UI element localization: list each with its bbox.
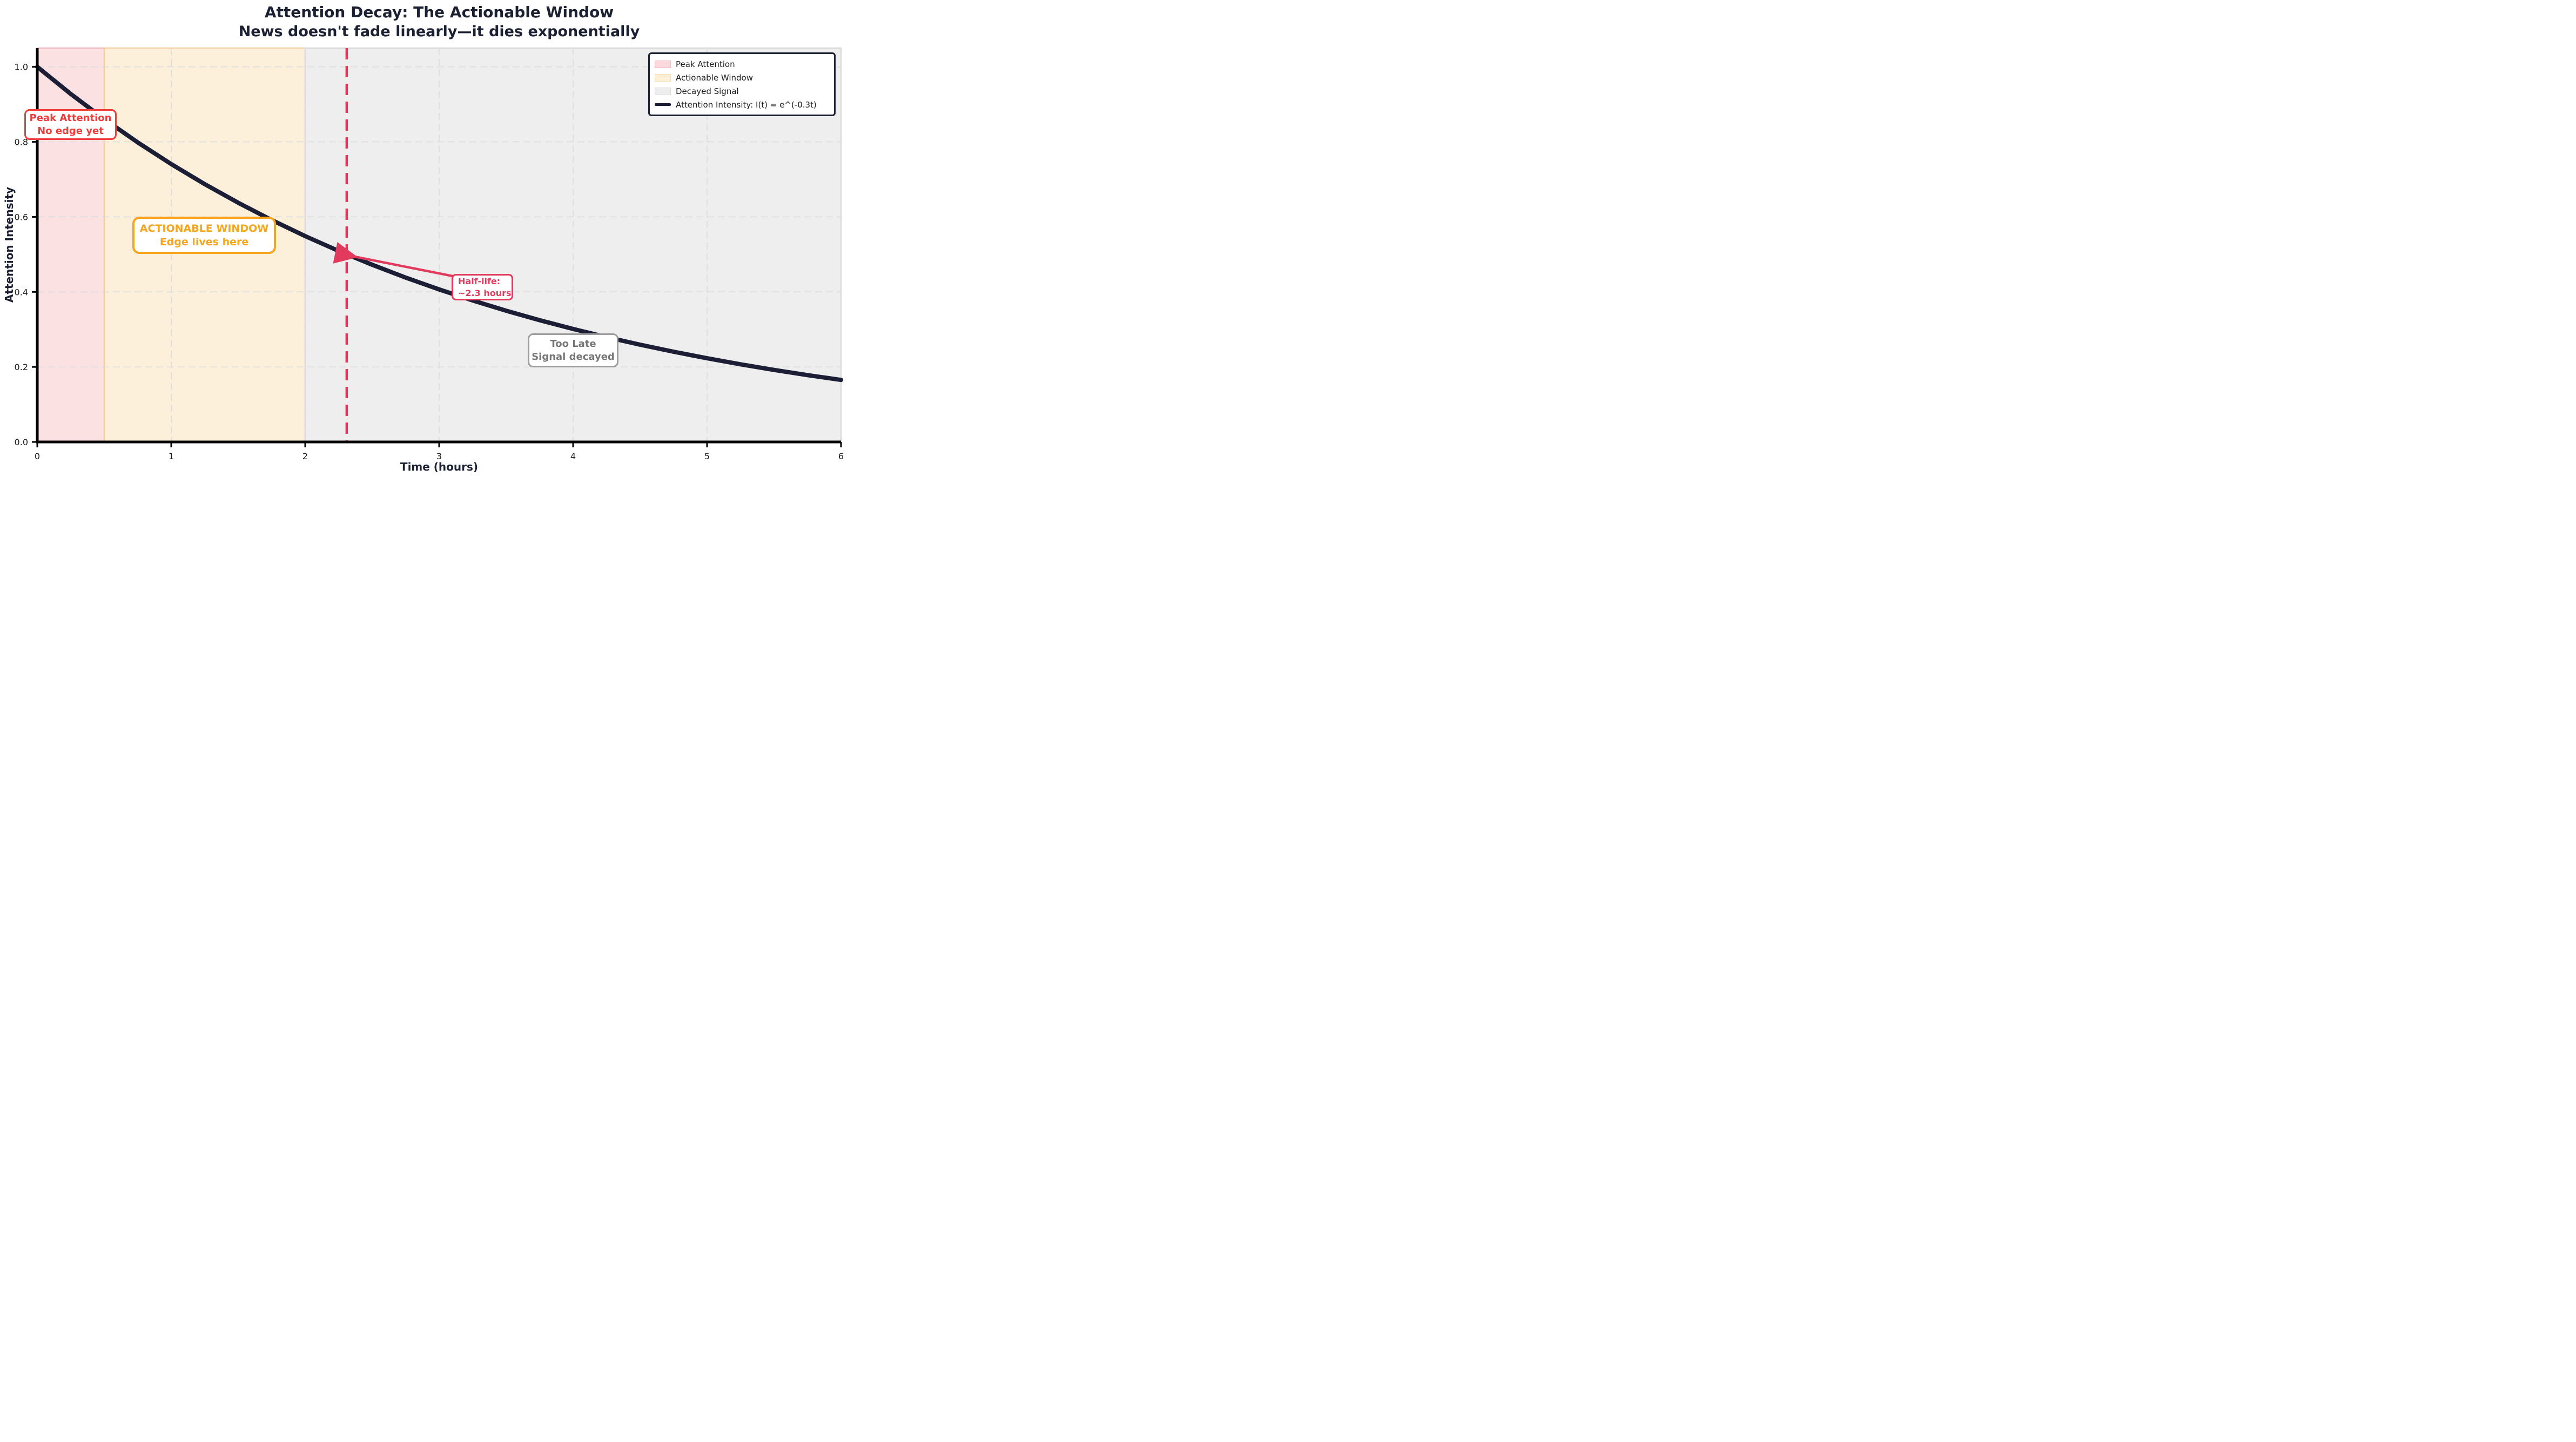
plot-area: 0 1 2 3 4 5 6 0.0 0.2 0.4 0.6 0.8 1.0 [15, 47, 844, 461]
y-tick-label: 0.0 [15, 437, 28, 447]
legend-item-actionable-window: Actionable Window [655, 71, 829, 84]
annotation-text: No edge yet [37, 125, 104, 137]
legend-label: Actionable Window [676, 72, 753, 83]
peak-attention-swatch [655, 60, 671, 68]
attention-intensity-curve [35, 64, 843, 383]
annotation-text: ~2.3 hours [458, 287, 512, 298]
annotation-text: Half-life: [458, 276, 501, 286]
annotation-text: Edge lives here [159, 236, 249, 248]
decayed-signal-swatch [655, 87, 671, 95]
y-tick-label: 0.6 [15, 212, 28, 222]
y-axis-label: Attention Intensity [3, 186, 16, 303]
x-tick-label: 1 [169, 451, 174, 461]
legend-label: Decayed Signal [676, 86, 739, 96]
legend-item-decayed-signal: Decayed Signal [655, 85, 829, 97]
annotation-text: ACTIONABLE WINDOW [139, 222, 269, 234]
legend-item-peak-attention: Peak Attention [655, 58, 829, 70]
annotation-half-life: Half-life: ~2.3 hours [452, 274, 513, 300]
x-tick-label: 5 [704, 451, 710, 461]
x-tick-label: 3 [436, 451, 442, 461]
actionable-window-swatch [655, 73, 671, 82]
region-peak-attention [36, 47, 105, 443]
annotation-too-late: Too Late Signal decayed [528, 333, 618, 367]
attention-intensity-line-swatch [655, 103, 671, 106]
annotation-text: Peak Attention [29, 112, 112, 124]
x-axis-label: Time (hours) [400, 460, 479, 473]
legend-label: Peak Attention [676, 59, 735, 69]
x-tick-label: 4 [570, 451, 576, 461]
annotation-text: Too Late [550, 338, 596, 350]
legend-label: Attention Intensity: I(t) = e^(-0.3t) [676, 99, 817, 110]
legend: Peak Attention Actionable Window Decayed… [648, 52, 836, 116]
x-tick-label: 2 [302, 451, 308, 461]
chart-subtitle: News doesn't fade linearly—it dies expon… [238, 23, 640, 40]
y-tick-label: 0.8 [15, 137, 28, 147]
annotation-peak-attention: Peak Attention No edge yet [24, 109, 117, 140]
legend-item-attention-intensity: Attention Intensity: I(t) = e^(-0.3t) [655, 98, 829, 111]
x-tick-label: 6 [838, 451, 844, 461]
y-tick-label: 1.0 [15, 62, 28, 72]
y-tick-label: 0.4 [15, 287, 28, 297]
half-life-arrow [333, 242, 456, 278]
x-tick-label: 0 [35, 451, 40, 461]
chart-title: Attention Decay: The Actionable Window [264, 3, 614, 21]
y-tick-label: 0.2 [15, 362, 28, 372]
annotation-actionable-window: ACTIONABLE WINDOW Edge lives here [132, 217, 276, 254]
attention-decay-chart: 0 1 2 3 4 5 6 0.0 0.2 0.4 0.6 0.8 1.0 Attention Deca… [0, 0, 847, 474]
annotation-text: Signal decayed [532, 351, 615, 363]
